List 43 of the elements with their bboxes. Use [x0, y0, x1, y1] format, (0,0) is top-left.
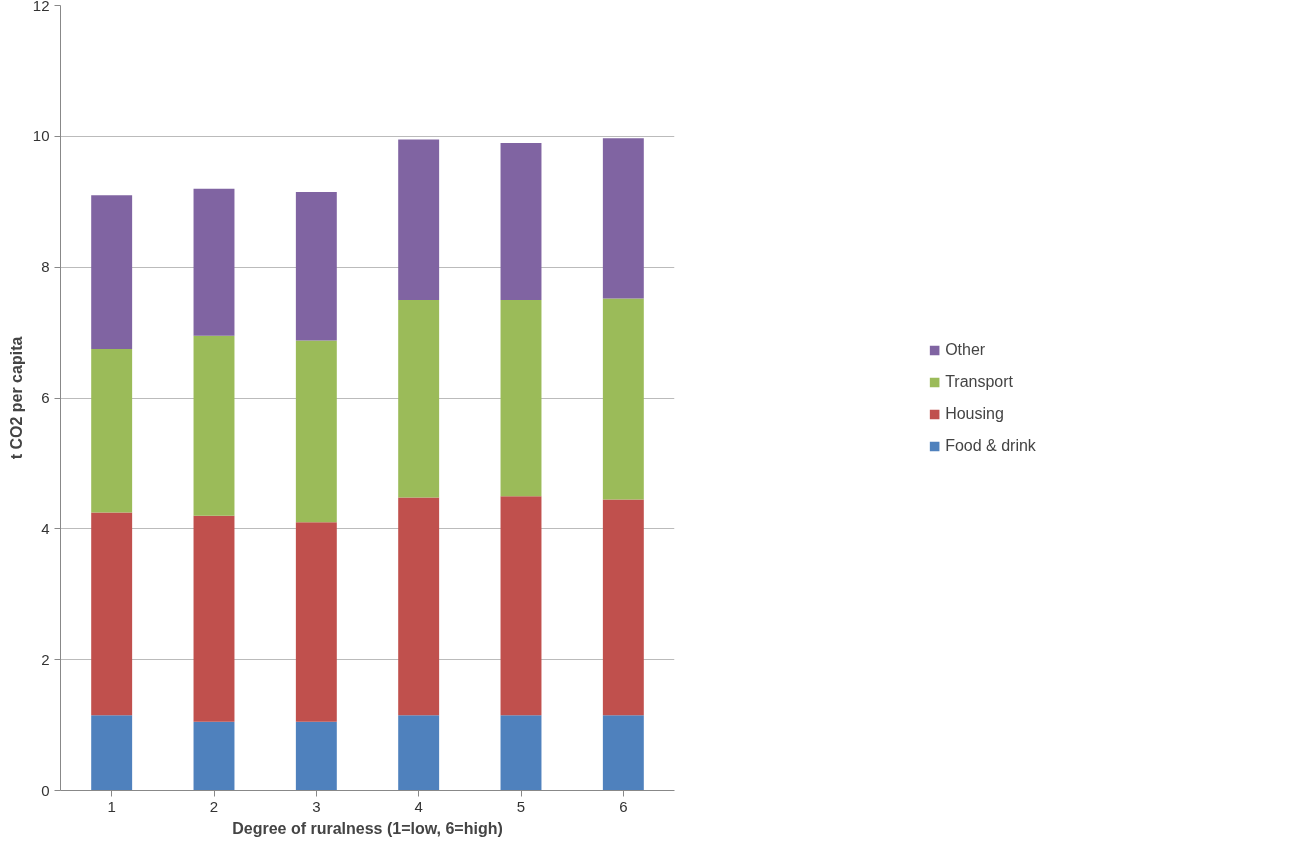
y-tick-label: 6: [41, 389, 50, 406]
bar: [602, 715, 644, 791]
bar: [91, 512, 133, 716]
bar: [295, 340, 337, 523]
bar: [500, 142, 542, 300]
bar: [193, 721, 235, 791]
x-tick-label: 5: [516, 797, 526, 815]
bar: [500, 715, 542, 791]
bar: [398, 299, 440, 498]
bar: [398, 715, 440, 791]
bar: [193, 188, 235, 336]
y-tick-label: 8: [41, 258, 50, 276]
legend-label: Housing: [945, 404, 1004, 423]
x-tick-label: 6: [619, 797, 628, 815]
x-axis-title: Degree of ruralness (1=low, 6=high): [232, 819, 503, 837]
bar: [295, 522, 337, 722]
bar: [398, 497, 440, 716]
bar: [193, 335, 235, 516]
bar: [91, 715, 133, 791]
legend-label: Transport: [945, 372, 1014, 391]
y-tick-label: 4: [41, 519, 50, 537]
y-tick-label: 2: [41, 650, 50, 668]
x-tick-label: 1: [107, 797, 116, 815]
y-tick-label: 12: [32, 0, 50, 14]
legend-label: Food & drink: [945, 436, 1036, 455]
bar: [398, 139, 440, 300]
bar: [602, 138, 644, 299]
bar: [193, 515, 235, 722]
y-axis-title: t CO2 per capita: [7, 336, 25, 460]
bar: [91, 348, 133, 513]
legend-label: Other: [945, 340, 986, 359]
bar: [602, 298, 644, 500]
x-tick-label: 2: [209, 797, 219, 815]
bar: [500, 496, 542, 716]
bar: [500, 299, 542, 497]
y-tick-label: 0: [41, 781, 50, 799]
x-tick-label: 3: [312, 797, 321, 815]
bar: [91, 195, 133, 349]
x-tick-label: 4: [414, 797, 423, 815]
bar: [602, 499, 644, 716]
bar: [295, 721, 337, 791]
bar: [295, 191, 337, 341]
y-tick-label: 10: [32, 127, 50, 145]
